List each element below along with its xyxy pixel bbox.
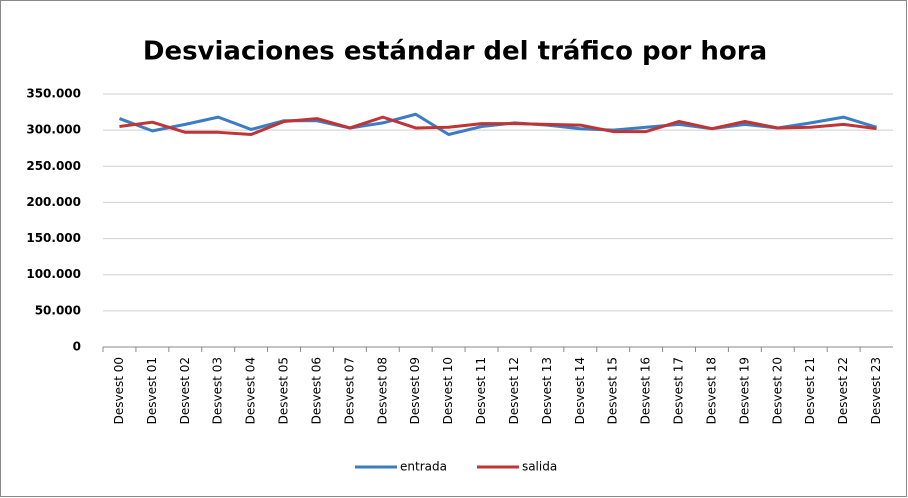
y-tick-label: 250.000 bbox=[26, 159, 81, 173]
y-tick-label: 350.000 bbox=[26, 87, 81, 101]
x-tick-label: Desvest 13 bbox=[540, 357, 554, 424]
x-tick-label: Desvest 00 bbox=[112, 357, 126, 424]
x-tick-label: Desvest 18 bbox=[704, 357, 718, 424]
x-tick-label: Desvest 10 bbox=[441, 357, 455, 424]
x-tick-label: Desvest 20 bbox=[770, 357, 784, 424]
x-tick-label: Desvest 07 bbox=[342, 357, 356, 424]
chart-title: Desviaciones estándar del tráfico por ho… bbox=[143, 37, 767, 67]
x-tick-label: Desvest 09 bbox=[408, 357, 422, 424]
x-tick-label: Desvest 06 bbox=[309, 357, 323, 424]
x-tick-label: Desvest 04 bbox=[244, 357, 258, 424]
legend-label: salida bbox=[522, 460, 557, 474]
series-line bbox=[119, 115, 877, 136]
x-tick-label: Desvest 14 bbox=[573, 357, 587, 424]
x-tick-label: Desvest 12 bbox=[507, 357, 521, 424]
x-tick-label: Desvest 17 bbox=[672, 357, 686, 424]
x-tick-label: Desvest 08 bbox=[375, 357, 389, 424]
x-tick-label: Desvest 19 bbox=[737, 357, 751, 424]
x-tick-label: Desvest 16 bbox=[639, 357, 653, 424]
x-tick-label: Desvest 02 bbox=[178, 357, 192, 424]
legend-label: entrada bbox=[400, 460, 447, 474]
x-tick-label: Desvest 23 bbox=[869, 357, 883, 424]
x-tick-label: Desvest 01 bbox=[145, 357, 159, 424]
x-tick-label: Desvest 21 bbox=[803, 357, 817, 424]
x-tick-label: Desvest 03 bbox=[211, 357, 225, 424]
y-tick-label: 150.000 bbox=[26, 231, 81, 245]
y-tick-label: 0 bbox=[73, 340, 81, 354]
y-tick-label: 200.000 bbox=[26, 195, 81, 209]
x-tick-label: Desvest 11 bbox=[474, 357, 488, 424]
y-tick-label: 100.000 bbox=[26, 267, 81, 281]
x-tick-label: Desvest 05 bbox=[277, 357, 291, 424]
y-tick-label: 50.000 bbox=[35, 303, 81, 317]
y-tick-label: 300.000 bbox=[26, 123, 81, 137]
x-tick-label: Desvest 15 bbox=[606, 357, 620, 424]
x-tick-label: Desvest 22 bbox=[836, 357, 850, 424]
